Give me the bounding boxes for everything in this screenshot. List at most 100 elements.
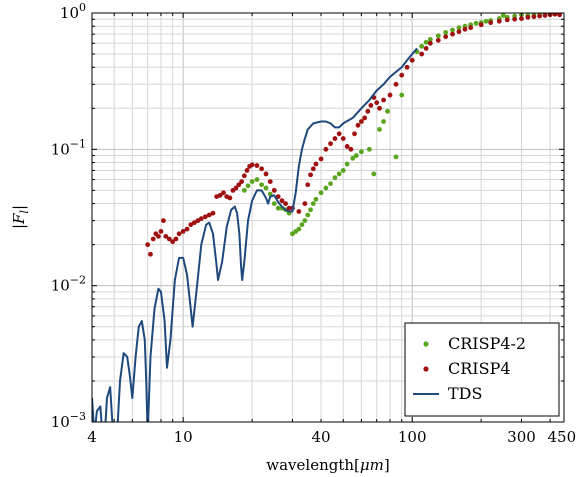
data-point-crisp4-2 (310, 201, 316, 206)
data-point-crisp4 (158, 229, 164, 234)
y-tick-label: 10−2 (51, 274, 86, 295)
y-axis-label: |Fl| (10, 205, 31, 229)
data-point-crisp4 (519, 16, 524, 21)
data-point-crisp4 (166, 236, 172, 242)
data-point-crisp4 (305, 182, 311, 188)
data-point-crisp4 (332, 136, 338, 141)
data-point-crisp4 (552, 13, 558, 17)
plot-frame (91, 12, 565, 423)
x-tick-label: 40 (312, 428, 331, 446)
data-point-crisp4-2 (423, 39, 429, 45)
data-point-crisp4 (557, 13, 562, 18)
x-axis-label: wavelength[μm] (266, 456, 389, 474)
data-point-crisp4 (368, 103, 374, 108)
data-point-crisp4 (202, 214, 208, 220)
data-point-crisp4 (427, 40, 433, 46)
data-point-crisp4-2 (427, 37, 433, 42)
x-tick-label: 450 (547, 428, 576, 446)
data-point-crisp4-2 (275, 205, 281, 211)
data-point-crisp4 (340, 136, 346, 141)
data-point-crisp4 (374, 100, 380, 106)
data-point-crisp4 (254, 163, 260, 168)
data-point-crisp4 (170, 239, 176, 245)
data-point-crisp4 (156, 233, 161, 239)
data-point-crisp4-2 (450, 27, 455, 33)
data-point-crisp4 (302, 201, 308, 206)
y-tick-label: 10−3 (51, 410, 86, 431)
data-point-crisp4 (271, 187, 277, 193)
data-point-crisp4 (286, 205, 292, 211)
legend-label-crisp4-2: CRISP4-2 (448, 334, 526, 353)
data-point-crisp4-2 (500, 13, 506, 18)
data-point-crisp4 (145, 242, 151, 248)
data-point-crisp4 (148, 251, 153, 257)
data-point-crisp4 (233, 185, 239, 191)
data-point-crisp4 (435, 37, 441, 43)
data-point-crisp4 (206, 212, 212, 218)
data-point-crisp4 (355, 122, 361, 128)
data-point-crisp4 (275, 194, 281, 200)
data-point-crisp4 (323, 146, 329, 152)
y-tick-labels: 10−3 10−2 10−1 100 (51, 1, 86, 431)
data-point-crisp4 (239, 179, 245, 184)
data-point-crisp4-2 (344, 161, 350, 167)
data-point-crisp4 (450, 31, 455, 37)
y-tick-label: 100 (60, 1, 86, 22)
data-point-crisp4-2 (249, 179, 255, 184)
data-point-crisp4 (336, 131, 342, 137)
data-point-crisp4 (180, 229, 186, 234)
data-point-crisp4 (537, 13, 543, 19)
data-point-crisp4-2 (241, 187, 247, 193)
data-point-crisp4-2 (259, 182, 264, 188)
data-point-crisp4 (344, 144, 350, 149)
x-tick-label: 100 (398, 428, 427, 446)
data-point-crisp4-2 (371, 171, 377, 177)
data-point-crisp4 (150, 236, 156, 242)
data-point-crisp4 (496, 18, 502, 24)
data-point-crisp4-2 (296, 226, 302, 232)
data-point-crisp4 (198, 216, 204, 222)
legend: CRISP4-2 CRISP4 TDS (404, 322, 560, 417)
data-point-crisp4-2 (483, 18, 489, 24)
data-point-crisp4 (381, 97, 386, 103)
tick-marks (91, 13, 564, 423)
data-point-crisp4-2 (473, 20, 479, 26)
data-point-crisp4 (399, 72, 405, 78)
data-point-crisp4 (173, 236, 179, 242)
data-point-crisp4 (419, 51, 425, 57)
data-point-crisp4-2 (263, 185, 269, 191)
data-point-crisp4 (308, 172, 313, 178)
data-point-crisp4 (161, 218, 166, 224)
data-point-crisp4 (236, 182, 242, 188)
data-point-crisp4-2 (456, 25, 462, 31)
data-point-crisp4 (313, 161, 319, 167)
data-point-crisp4 (348, 146, 354, 152)
x-tick-labels: 4 10 40 100 300 450 (87, 428, 576, 446)
data-point-crisp4 (259, 166, 264, 172)
data-point-crisp4 (221, 190, 226, 196)
data-point-crisp4-2 (435, 33, 441, 39)
data-point-crisp4-2 (419, 43, 425, 49)
data-point-crisp4-2 (366, 146, 372, 152)
data-point-crisp4 (531, 14, 537, 20)
data-point-crisp4-2 (350, 155, 356, 161)
data-point-crisp4 (443, 34, 449, 40)
data-point-crisp4 (267, 179, 273, 184)
legend-box (404, 322, 560, 417)
data-point-crisp4 (404, 64, 410, 70)
x-tick-label: 10 (174, 428, 193, 446)
data-point-crisp4-2 (323, 185, 329, 191)
data-point-crisp4-2 (358, 149, 364, 155)
data-point-crisp4 (227, 195, 233, 201)
data-point-crisp4-2 (245, 183, 251, 189)
data-point-crisp4 (456, 29, 462, 35)
legend-label-tds: TDS (448, 384, 482, 403)
data-point-crisp4 (423, 46, 429, 51)
data-point-crisp4 (409, 57, 415, 63)
data-point-crisp4-2 (328, 181, 333, 187)
data-point-crisp4 (176, 231, 182, 237)
legend-swatch-crisp4-2 (423, 341, 429, 347)
data-point-crisp4 (283, 201, 288, 206)
x-tick-label: 4 (87, 428, 97, 446)
